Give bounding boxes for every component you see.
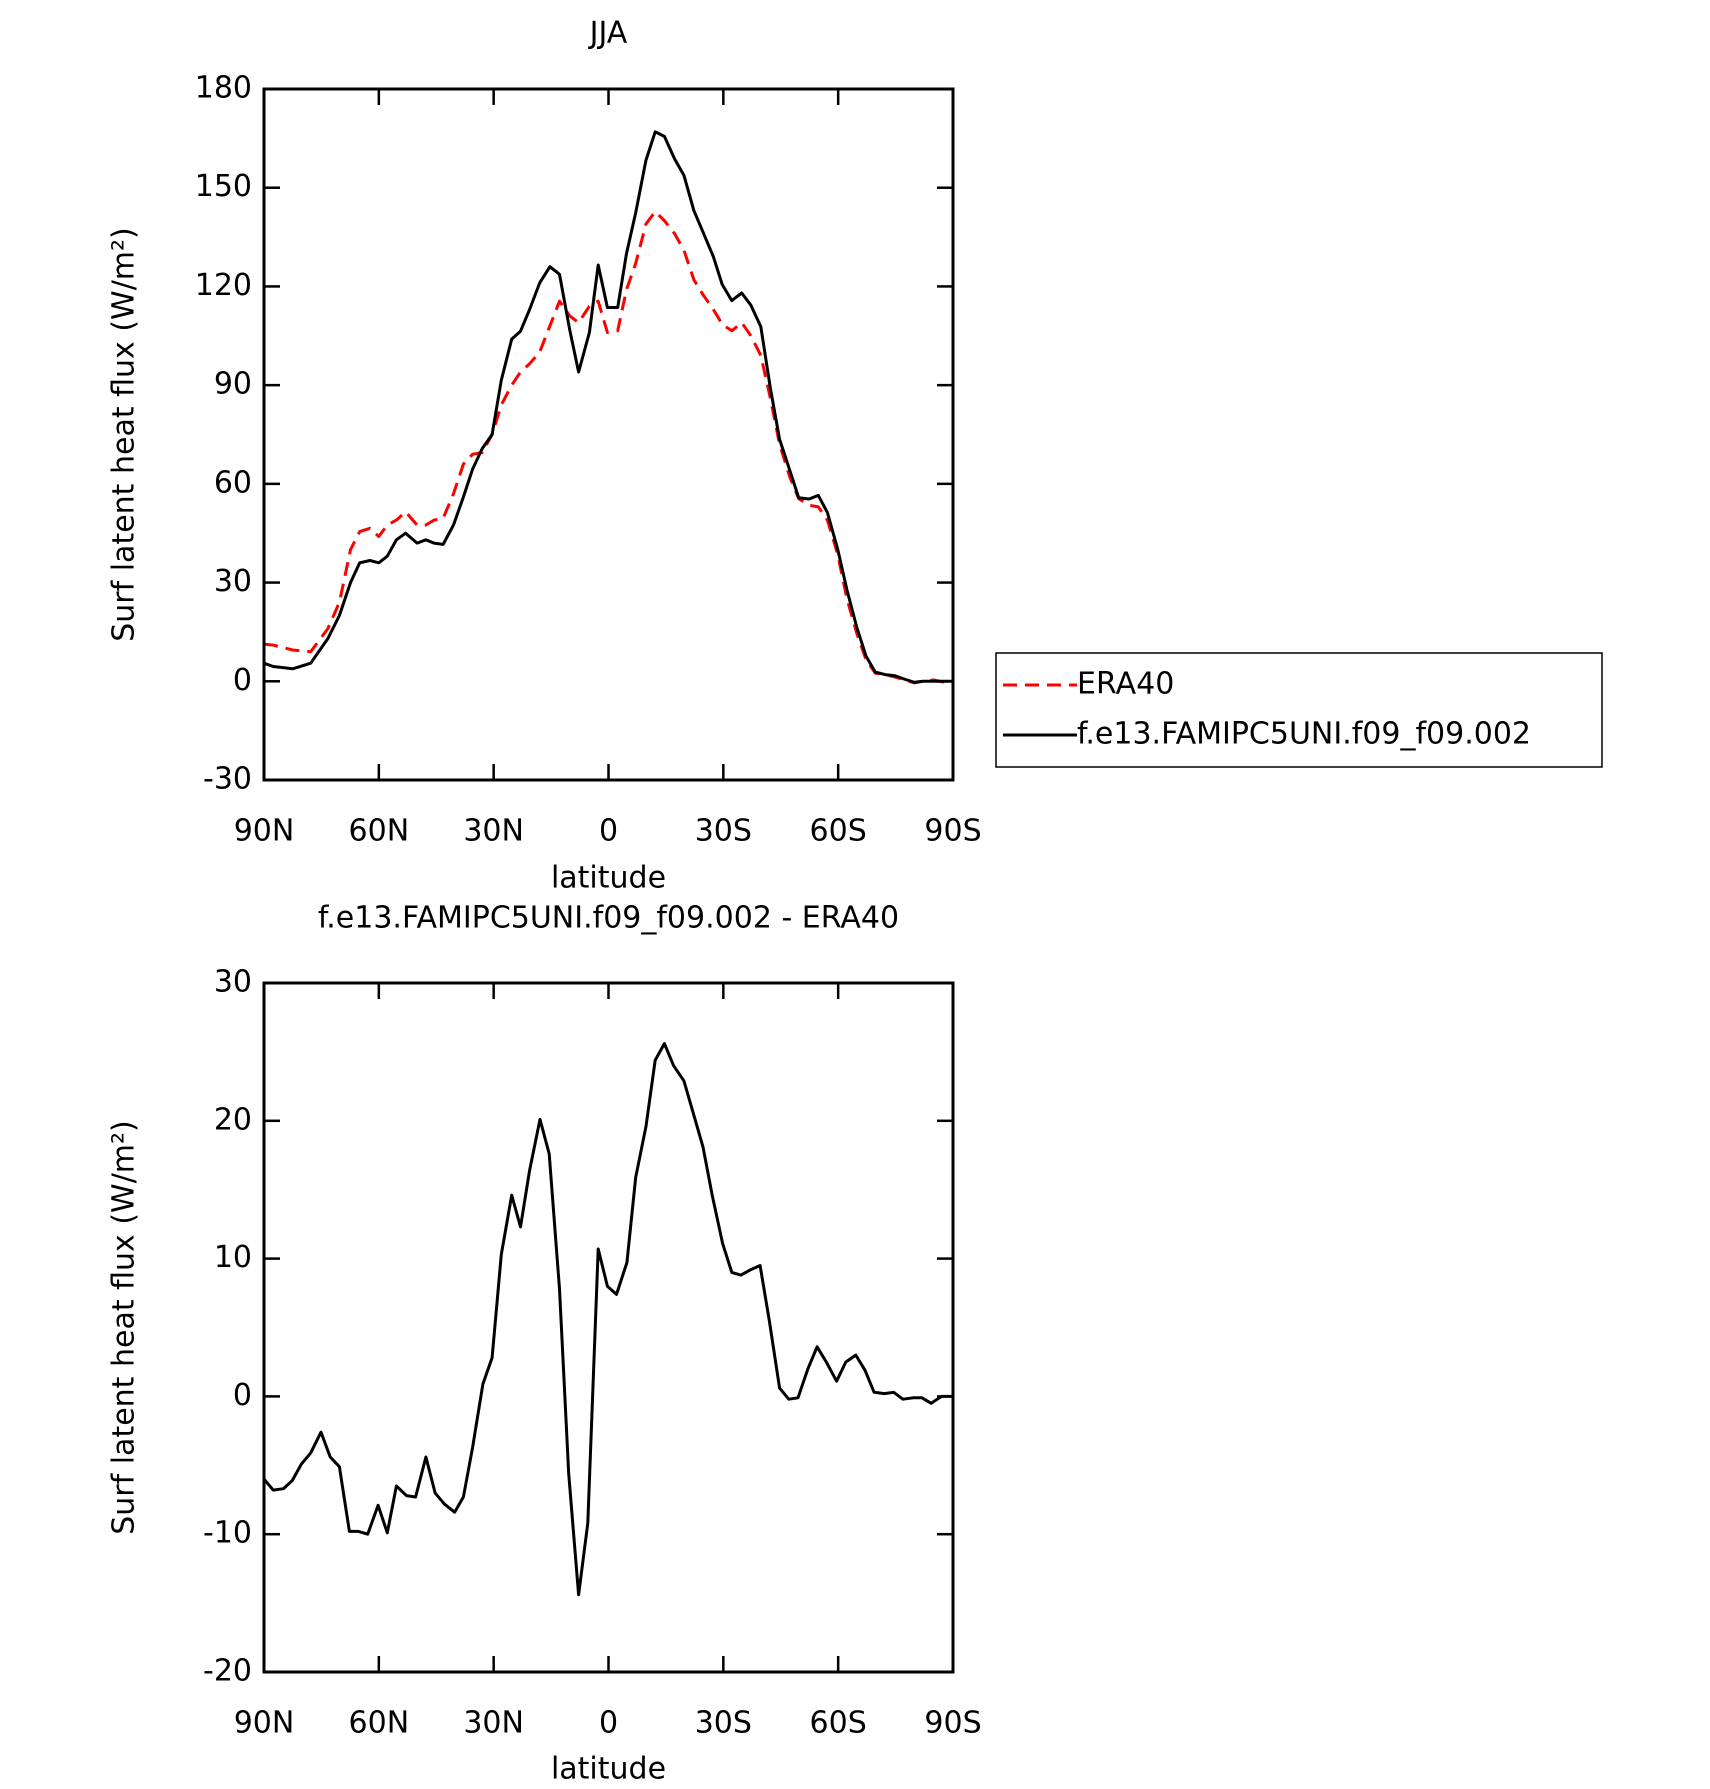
data-line: [262, 1042, 953, 1597]
x-tick-label: 60S: [810, 1706, 867, 1741]
data-line: [263, 130, 953, 684]
x-tick-label: 90N: [234, 814, 295, 849]
chart-title: f.e13.FAMIPC5UNI.f09_f09.002 - ERA40: [318, 901, 899, 936]
x-tick-label: 60S: [810, 814, 867, 849]
plot-frame: [262, 981, 955, 1674]
y-tick-label: 20: [214, 1102, 252, 1137]
y-tick-label: 30: [214, 564, 252, 599]
y-tick-label: 0: [233, 1378, 252, 1413]
x-tick-label: 0: [599, 1706, 618, 1741]
y-tick-label: 150: [195, 169, 252, 204]
x-tick-label: 0: [599, 814, 618, 849]
y-tick-label: 60: [214, 465, 252, 500]
y-tick-label: 120: [195, 268, 252, 303]
y-tick-label: 180: [195, 71, 252, 106]
y-tick-label: 90: [214, 367, 252, 402]
data-line: [263, 210, 954, 685]
y-tick-label: -20: [203, 1654, 252, 1689]
x-tick-label: 30S: [695, 1706, 752, 1741]
y-axis-label: Surf latent heat flux (W/m²): [107, 227, 142, 642]
x-tick-label: 30N: [463, 1706, 524, 1741]
x-tick-label: 60N: [349, 814, 410, 849]
legend-label: f.e13.FAMIPC5UNI.f09_f09.002: [1077, 717, 1531, 752]
legend-label: ERA40: [1077, 667, 1174, 702]
y-tick-label: -10: [203, 1516, 252, 1551]
y-tick-label: 10: [214, 1240, 252, 1275]
y-tick-label: -30: [203, 762, 252, 797]
plot-frame: [262, 87, 955, 782]
chart-title: JJA: [588, 16, 628, 51]
x-tick-label: 90S: [924, 1706, 981, 1741]
legend-box: [995, 652, 1603, 768]
x-tick-label: 90N: [234, 1706, 295, 1741]
y-tick-label: 30: [214, 965, 252, 1000]
legend: ERA40 f.e13.FAMIPC5UNI.f09_f09.002: [995, 652, 1603, 768]
x-axis-label: latitude: [551, 1752, 666, 1787]
y-tick-label: 0: [233, 663, 252, 698]
x-axis-label: latitude: [551, 861, 666, 896]
y-axis-label: Surf latent heat flux (W/m²): [107, 1120, 142, 1535]
x-tick-label: 90S: [924, 814, 981, 849]
x-tick-label: 60N: [349, 1706, 410, 1741]
x-tick-label: 30N: [463, 814, 524, 849]
x-tick-label: 30S: [695, 814, 752, 849]
